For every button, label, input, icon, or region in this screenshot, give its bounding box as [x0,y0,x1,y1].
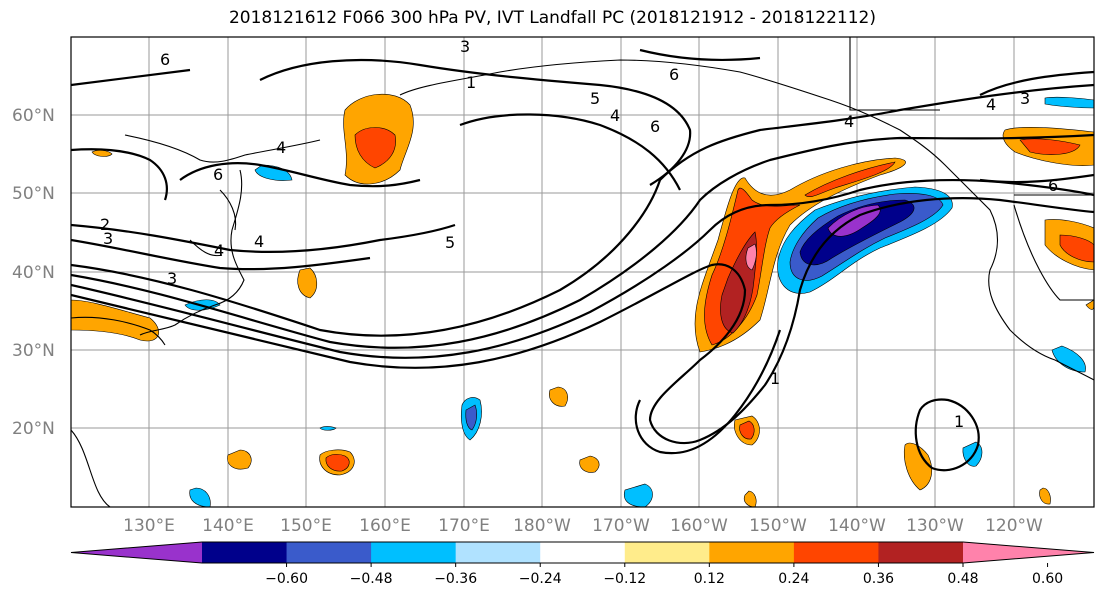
contour-label: 1 [770,369,780,388]
lat-label: 60°N [12,106,55,126]
colorbar-tick-label: 0.48 [947,571,978,587]
colorbar: −0.60 −0.48 −0.36 −0.24 −0.12 0.12 0.24 0.36 0.4… [70,541,1095,587]
lon-label: 130°E [123,516,175,536]
lon-label: 150°W [749,516,807,536]
lon-label: 130°W [906,516,964,536]
colorbar-tick-label: 0.36 [863,571,894,587]
contour-label: 3 [167,269,177,288]
colorbar-outline [70,541,1095,564]
lon-labels: 130°E 140°E 150°E 160°E 170°E 180°W 170°… [123,516,1043,536]
contour-label: 1 [954,412,964,431]
colorbar-tick-label: −0.60 [265,571,308,587]
contour-label: 6 [650,117,660,136]
contour-label: 4 [254,232,264,251]
lat-label: 50°N [12,184,55,204]
contour-label: 6 [669,65,679,84]
map-frame [70,36,1095,508]
contour-labels: 6 4 6 2 3 4 4 3 3 1 5 4 6 6 5 1 4 4 3 6 … [100,37,1058,431]
colorbar-bin [455,542,541,563]
colorbar-bin [286,542,372,563]
colorbar-tick-label: 0.24 [778,571,809,587]
contour-label: 3 [103,229,113,248]
contour-label: 3 [460,37,470,56]
colorbar-tick-label: 0.12 [694,571,725,587]
contour-label: 5 [445,233,455,252]
contour-label: 4 [610,106,620,125]
colorbar-tick-label: −0.36 [434,571,477,587]
colorbar-bin [793,542,879,563]
colorbar-bin [371,542,457,563]
colorbar-tick-label: −0.48 [350,571,393,587]
contour-label: 6 [160,50,170,69]
contour-label: 4 [986,95,996,114]
lat-label: 30°N [12,341,55,361]
contour-label: 1 [466,73,476,92]
colorbar-bin [540,542,626,563]
contour-label: 6 [213,165,223,184]
colorbar-bin [202,542,288,563]
lon-label: 150°E [280,516,332,536]
figure-title: 2018121612 F066 300 hPa PV, IVT Landfall… [228,8,876,28]
lon-label: 170°W [592,516,650,536]
lat-label: 20°N [12,419,55,439]
colorbar-bin [624,542,710,563]
contour-label: 5 [590,89,600,108]
lon-label: 160°W [670,516,728,536]
contour-label: 4 [214,241,224,260]
colorbar-bin [878,542,964,563]
lon-label: 120°W [985,516,1043,536]
colorbar-tick-label: −0.12 [603,571,646,587]
contour-label: 2 [100,215,110,234]
contour-label: 4 [844,112,854,131]
colorbar-extend-low [71,542,202,563]
lat-labels: 60°N 50°N 40°N 30°N 20°N [12,106,55,439]
contour-label: 3 [1020,89,1030,108]
lon-label: 140°E [202,516,254,536]
contour-label: 6 [1048,176,1058,195]
colorbar-tick-label: −0.24 [519,571,562,587]
ivt-pc-shading [71,93,1094,507]
colorbar-bin [709,542,795,563]
colorbar-tick-label: 0.60 [1032,571,1063,587]
lon-label: 170°E [438,516,490,536]
lon-label: 160°E [359,516,411,536]
colorbar-extend-high [963,542,1094,563]
lon-label: 180°W [513,516,571,536]
contour-label: 4 [276,138,286,157]
lat-label: 40°N [12,263,55,283]
coastlines [71,37,1094,507]
lon-label: 140°W [828,516,886,536]
pv-contours [71,48,1094,472]
